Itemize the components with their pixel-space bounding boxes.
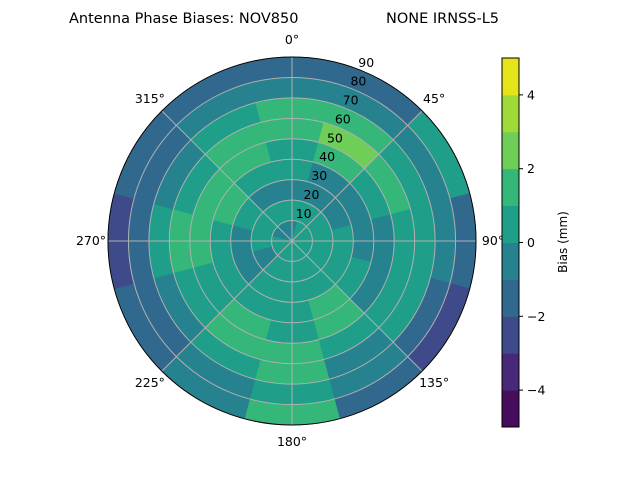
r-tick-label: 50 bbox=[327, 130, 343, 145]
r-tick-label: 20 bbox=[304, 187, 320, 202]
colorbar-tick-label: −4 bbox=[527, 383, 545, 398]
colorbar-band bbox=[502, 58, 519, 96]
theta-tick-labels: 0° 45° 90° 135° 180° 225° 270° 315° bbox=[76, 32, 504, 449]
polar-frame bbox=[107, 56, 477, 426]
colorbar-band bbox=[502, 242, 519, 280]
colorbar-band bbox=[502, 390, 519, 428]
r-tick-label: 90 bbox=[358, 55, 374, 70]
colorbar-tick-label: 4 bbox=[527, 87, 535, 102]
theta-tick-label: 0° bbox=[285, 32, 299, 47]
r-tick-label: 60 bbox=[335, 111, 351, 126]
theta-gridline bbox=[161, 240, 293, 372]
colorbar-band bbox=[502, 279, 519, 317]
colorbar-band bbox=[502, 131, 519, 170]
theta-gridline bbox=[291, 110, 423, 242]
colorbar-band bbox=[502, 353, 519, 391]
r-tick-label: 70 bbox=[343, 93, 359, 108]
colorbar-label: Bias (mm) bbox=[556, 211, 570, 273]
colorbar-band bbox=[502, 205, 519, 243]
theta-tick-label: 90° bbox=[482, 233, 504, 248]
r-tick-labels: 10 20 30 40 50 60 70 80 90 bbox=[296, 55, 375, 221]
theta-tick-label: 180° bbox=[277, 434, 307, 449]
theta-tick-label: 45° bbox=[423, 91, 445, 106]
theta-gridline bbox=[291, 240, 423, 372]
r-tick-label: 30 bbox=[311, 168, 327, 183]
polar-grid bbox=[107, 56, 477, 426]
colorbar-tick-label: −2 bbox=[527, 309, 545, 324]
r-tick-label: 10 bbox=[296, 206, 312, 221]
colorbar-band bbox=[502, 94, 519, 133]
chart-title-left: Antenna Phase Biases: NOV850 bbox=[69, 11, 298, 27]
chart-title-right: NONE IRNSS-L5 bbox=[386, 11, 499, 27]
r-tick-label: 80 bbox=[350, 74, 366, 89]
colorbar-band bbox=[502, 316, 519, 354]
theta-tick-label: 225° bbox=[135, 375, 165, 390]
colorbar-tick-label: 0 bbox=[527, 235, 535, 250]
colorbar-band bbox=[502, 168, 519, 207]
theta-gridline bbox=[161, 110, 293, 242]
theta-tick-label: 135° bbox=[419, 375, 449, 390]
colorbar-tick-label: 2 bbox=[527, 161, 535, 176]
r-tick-label: 40 bbox=[319, 149, 335, 164]
theta-tick-label: 270° bbox=[76, 233, 106, 248]
theta-tick-label: 315° bbox=[135, 91, 165, 106]
colorbar: −4 −2 0 2 4 bbox=[501, 57, 545, 428]
